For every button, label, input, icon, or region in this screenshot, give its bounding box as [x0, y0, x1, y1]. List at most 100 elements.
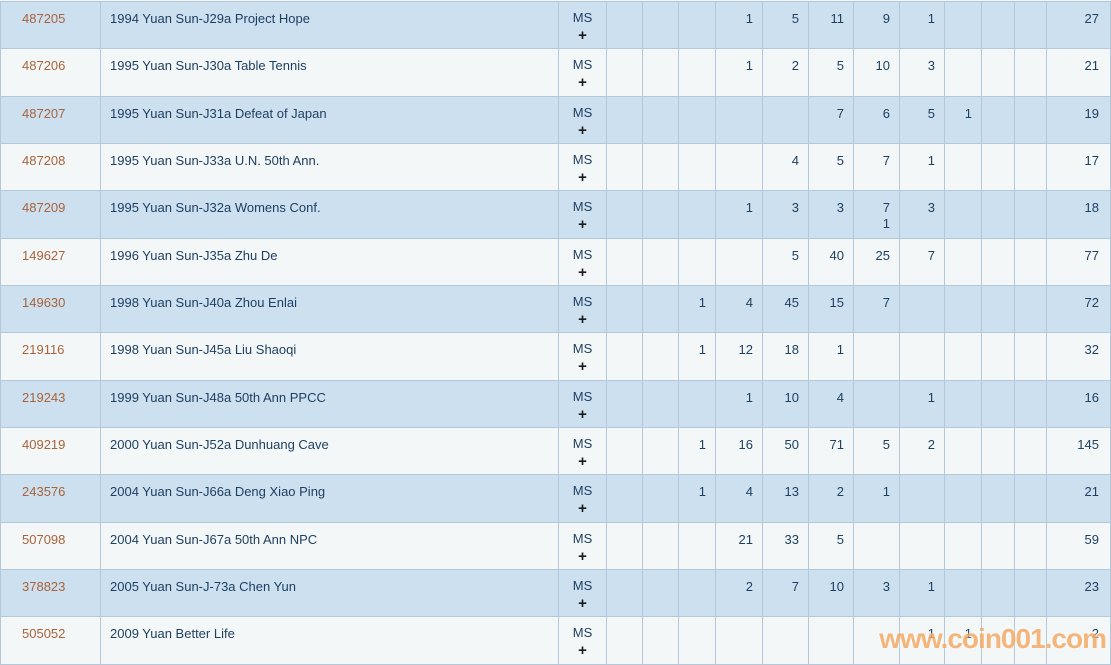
grade-count-cell — [643, 238, 679, 286]
coin-id-link[interactable]: 487206 — [1, 49, 101, 96]
plus-designation-label: + — [578, 358, 587, 376]
grade-count-cell — [643, 49, 679, 96]
grade-count-cell: 3 — [900, 49, 945, 96]
table-row[interactable]: 149630 1998 Yuan Sun-J40a Zhou Enlai MS +1 4… — [0, 286, 1111, 334]
table-row[interactable]: 149627 1996 Yuan Sun-J35a Zhu De MS +5 40 25 7… — [0, 238, 1111, 287]
grade-count-cell: 2 — [716, 570, 763, 617]
table-row[interactable]: 487205 1994 Yuan Sun-J29a Project Hope MS +… — [0, 2, 1111, 50]
table-row[interactable]: 487206 1995 Yuan Sun-J30a Table Tennis MS +… — [0, 49, 1111, 97]
grade-count-cell — [716, 617, 763, 664]
grade-count-cell — [643, 2, 679, 49]
table-row[interactable]: 378823 2005 Yuan Sun-J-73a Chen Yun MS +2 7 1… — [0, 570, 1111, 618]
table-row[interactable]: 487209 1995 Yuan Sun-J32a Womens Conf. MS +… — [0, 191, 1111, 239]
grade-category-cell: MS + — [559, 2, 607, 49]
grade-count-cell — [1015, 522, 1047, 570]
total-count: 19 — [1047, 96, 1111, 144]
coin-id-link[interactable]: 487208 — [1, 144, 101, 191]
ms-label: MS — [572, 294, 593, 310]
coin-id-link[interactable]: 487207 — [1, 96, 101, 144]
grade-count-cell — [945, 2, 982, 49]
coin-id-link[interactable]: 149630 — [1, 286, 101, 333]
grade-count-cell — [643, 475, 679, 522]
total-count: 18 — [1047, 191, 1111, 238]
table-row[interactable]: 487207 1995 Yuan Sun-J31a Defeat of Japan… — [0, 96, 1111, 145]
grade-count-line: 1 — [882, 216, 890, 232]
coin-id-link[interactable]: 487209 — [1, 191, 101, 238]
table-row[interactable]: 487208 1995 Yuan Sun-J33a U.N. 50th Ann. M… — [0, 144, 1111, 192]
grade-count-cell — [679, 617, 716, 664]
grade-count-cell — [607, 96, 643, 144]
grade-count-cell — [1015, 380, 1047, 428]
plus-designation-label: + — [578, 27, 587, 44]
grade-count-cell: 1 — [900, 617, 945, 664]
grade-count-cell: 1 — [679, 286, 716, 333]
grade-count-cell: 13 — [763, 475, 809, 522]
grade-count-cell — [679, 191, 716, 238]
table-row[interactable]: 507098 2004 Yuan Sun-J67a 50th Ann NPC MS +… — [0, 522, 1111, 571]
grade-count-cell — [643, 286, 679, 333]
coin-id-link[interactable]: 378823 — [1, 570, 101, 617]
grade-count-cell — [945, 49, 982, 96]
grade-count-cell — [982, 428, 1015, 475]
grade-count-cell: 1 — [716, 380, 763, 428]
ms-label: MS — [572, 10, 593, 25]
plus-designation-label: + — [578, 547, 587, 565]
grade-count-cell — [643, 570, 679, 617]
grade-count-cell — [607, 617, 643, 664]
grade-count-cell: 50 — [763, 428, 809, 475]
coin-id-link[interactable]: 507098 — [1, 522, 101, 570]
table-row[interactable]: 243576 2004 Yuan Sun-J66a Deng Xiao Ping M… — [0, 475, 1111, 523]
table-row[interactable]: 505052 2009 Yuan Better Life MS +1 1 2 — [0, 617, 1111, 665]
grade-count-cell: 1 — [809, 333, 854, 380]
grade-count-cell: 18 — [763, 333, 809, 380]
grade-count-cell — [1015, 286, 1047, 333]
grade-category-cell: MS + — [559, 96, 607, 144]
coin-id-link[interactable]: 219116 — [1, 333, 101, 380]
grade-count-cell — [607, 286, 643, 333]
grade-count-cell — [809, 617, 854, 664]
plus-designation-label: + — [578, 595, 587, 613]
grade-count-cell — [982, 570, 1015, 617]
grade-category-cell: MS + — [559, 144, 607, 191]
grade-count-cell — [1015, 570, 1047, 617]
ms-label: MS — [572, 104, 593, 120]
coin-id-link[interactable]: 487205 — [1, 2, 101, 49]
coin-id-link[interactable]: 243576 — [1, 475, 101, 522]
coin-description: 1998 Yuan Sun-J45a Liu Shaoqi — [101, 333, 559, 380]
ms-label: MS — [572, 625, 593, 641]
grade-count-cell: 10 — [763, 380, 809, 428]
table-row[interactable]: 409219 2000 Yuan Sun-J52a Dunhuang Cave MS… — [0, 428, 1111, 476]
ms-label: MS — [572, 530, 593, 546]
coin-id-link[interactable]: 149627 — [1, 238, 101, 286]
grade-category-cell: MS + — [559, 191, 607, 238]
grade-count-cell — [1015, 2, 1047, 49]
grade-count-cell: 4 — [716, 475, 763, 522]
coin-id-link[interactable]: 409219 — [1, 428, 101, 475]
coin-id-link[interactable]: 219243 — [1, 380, 101, 428]
grade-count-cell: 45 — [763, 286, 809, 333]
grade-count-cell — [643, 144, 679, 191]
grade-count-cell — [982, 191, 1015, 238]
table-row[interactable]: 219116 1998 Yuan Sun-J45a Liu Shaoqi MS +1 1… — [0, 333, 1111, 381]
plus-designation-label: + — [578, 453, 587, 471]
table-row[interactable]: 219243 1999 Yuan Sun-J48a 50th Ann PPCC MS… — [0, 380, 1111, 429]
grade-count-cell: 2 — [809, 475, 854, 522]
grade-count-cell: 5 — [763, 238, 809, 286]
grade-count-cell — [1015, 191, 1047, 238]
coin-description: 1994 Yuan Sun-J29a Project Hope — [101, 2, 559, 49]
coin-id-link[interactable]: 505052 — [1, 617, 101, 664]
plus-designation-label: + — [578, 405, 587, 423]
grade-count-cell — [945, 475, 982, 522]
coin-description: 1995 Yuan Sun-J33a U.N. 50th Ann. — [101, 144, 559, 191]
grade-count-cell: 1 — [716, 49, 763, 96]
grade-count-cell — [854, 333, 900, 380]
grade-count-cell: 3 — [854, 570, 900, 617]
grade-count-cell — [854, 380, 900, 428]
grade-count-cell — [854, 617, 900, 664]
grade-count-cell: 5 — [809, 522, 854, 570]
grade-count-cell — [716, 144, 763, 191]
total-count: 16 — [1047, 380, 1111, 428]
grade-count-cell: 7 — [809, 96, 854, 144]
